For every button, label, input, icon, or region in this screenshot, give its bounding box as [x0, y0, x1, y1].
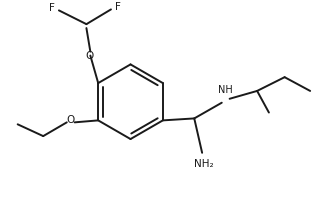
Text: O: O	[85, 51, 93, 61]
Text: F: F	[49, 4, 55, 13]
Text: O: O	[66, 115, 75, 125]
Text: NH: NH	[218, 85, 233, 95]
Text: NH₂: NH₂	[194, 159, 214, 169]
Text: F: F	[115, 2, 121, 12]
